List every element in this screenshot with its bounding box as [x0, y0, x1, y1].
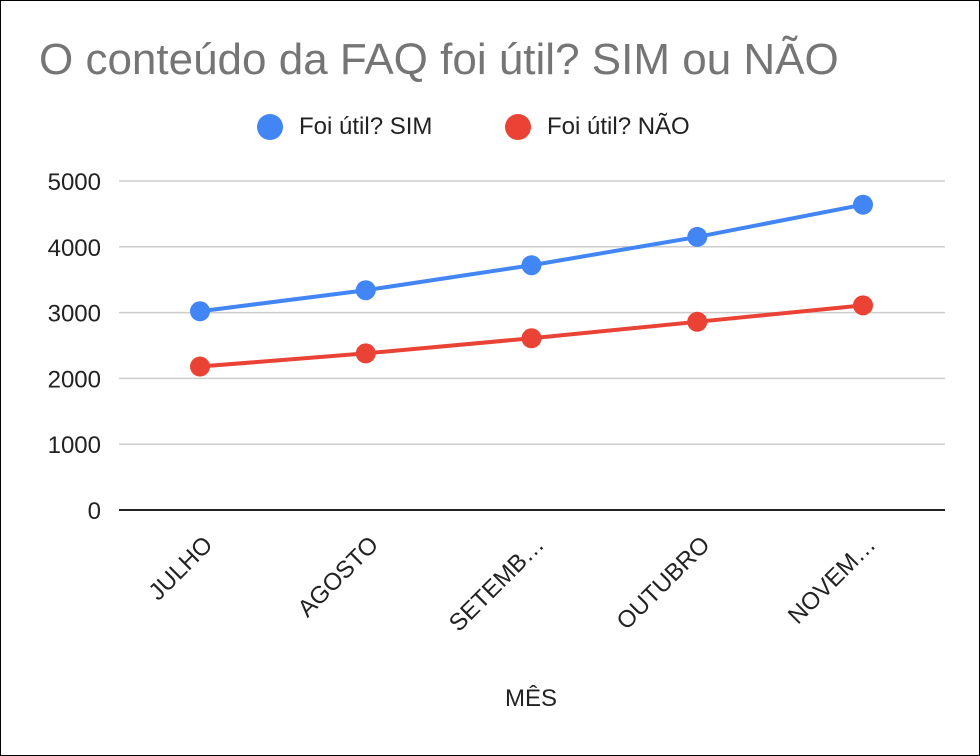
x-tick-label: JULHO: [144, 531, 219, 606]
chart-title: O conteúdo da FAQ foi útil? SIM ou NÃO: [39, 35, 839, 84]
data-point: [190, 356, 210, 377]
data-point: [355, 343, 376, 364]
x-axis-title: MÊS: [504, 685, 557, 712]
x-tick-label: AGOSTO: [293, 531, 384, 622]
y-tick-label: 4000: [48, 235, 101, 262]
legend-item-sim[interactable]: Foi útil? SIM: [257, 109, 432, 145]
legend-dot-nao-icon: [505, 114, 531, 140]
data-point: [853, 194, 873, 215]
legend-item-nao[interactable]: Foi útil? NÃO: [505, 109, 690, 145]
x-tick-label: SETEMB…: [444, 531, 550, 637]
data-point: [355, 280, 376, 301]
y-tick-label: 3000: [48, 301, 101, 328]
data-point: [853, 295, 873, 316]
legend-dot-sim-icon: [257, 114, 283, 140]
y-tick-label: 0: [88, 498, 101, 525]
data-point: [687, 311, 708, 332]
y-tick-label: 2000: [48, 366, 101, 393]
data-point: [687, 226, 708, 247]
data-point: [190, 301, 210, 322]
legend-label-nao: Foi útil? NÃO: [547, 113, 690, 140]
data-point: [521, 328, 542, 349]
legend-label-sim: Foi útil? SIM: [299, 113, 433, 140]
y-tick-label: 5000: [48, 169, 101, 196]
x-tick-label: OUTUBRO: [612, 531, 716, 635]
x-tick-label: NOVEM…: [783, 531, 881, 629]
legend: Foi útil? SIM Foi útil? NÃO: [1, 109, 979, 145]
y-tick-label: 1000: [48, 432, 101, 459]
data-point: [521, 255, 542, 276]
